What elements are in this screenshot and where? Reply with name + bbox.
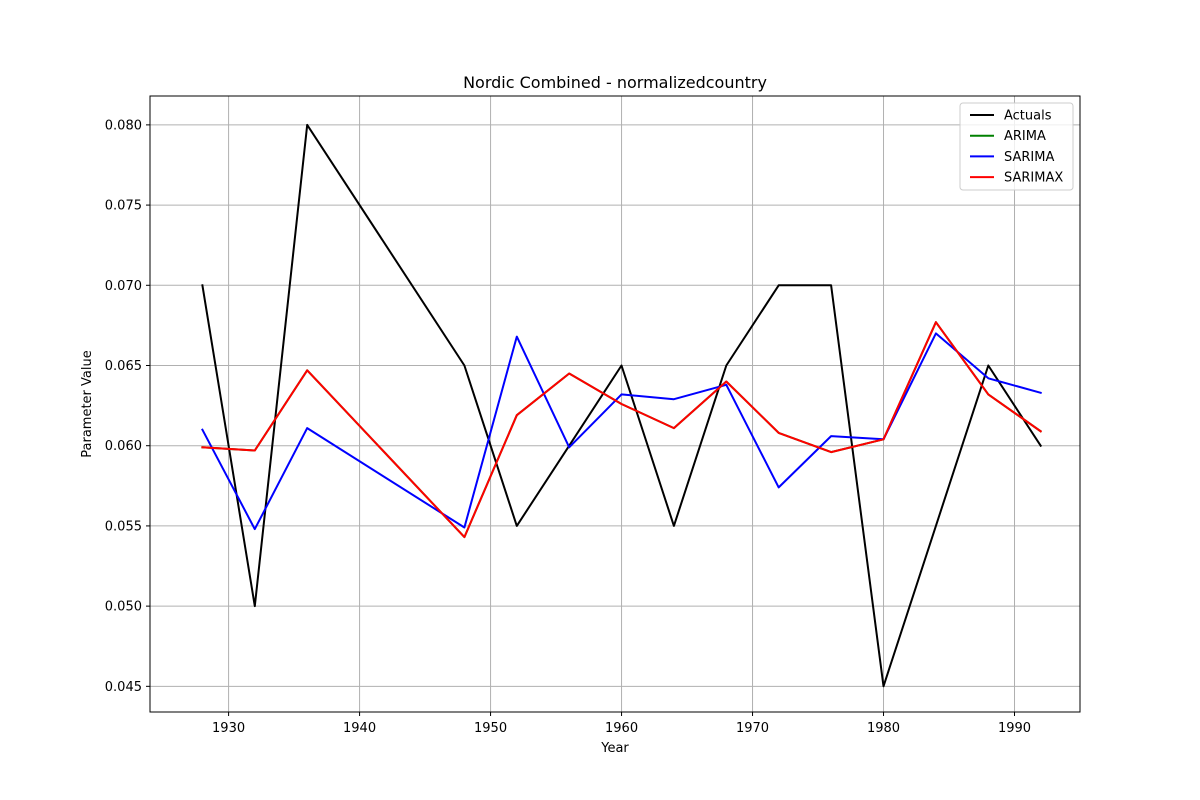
series-lines	[201, 123, 1043, 688]
y-tick-label: 0.050	[105, 600, 142, 615]
y-tick-label: 0.055	[105, 519, 142, 534]
chart-title: Nordic Combined - normalizedcountry	[463, 73, 767, 92]
legend-label-sarimax: SARIMAX	[1004, 171, 1063, 186]
y-tick-label: 0.075	[105, 199, 142, 214]
legend: Actuals ARIMA SARIMA SARIMAX	[959, 102, 1074, 191]
grid	[150, 96, 1080, 712]
y-tick-label: 0.045	[105, 680, 142, 695]
y-tick-label: 0.080	[105, 118, 142, 133]
x-tick-label: 1980	[867, 721, 900, 736]
y-tick-label: 0.070	[105, 279, 142, 294]
x-tick-label: 1940	[343, 721, 376, 736]
legend-label-actuals: Actuals	[1004, 109, 1052, 124]
x-tick-label: 1990	[998, 721, 1031, 736]
y-axis-label: Parameter Value	[80, 350, 95, 457]
x-tick-label: 1970	[736, 721, 769, 736]
series-line-sarima	[201, 332, 1042, 531]
plot-frame	[149, 95, 1081, 713]
y-tick-label: 0.065	[105, 359, 142, 374]
series-line-sarimax	[201, 321, 1043, 539]
legend-label-sarima: SARIMA	[1004, 150, 1054, 165]
x-axis-label: Year	[600, 741, 629, 756]
x-tick-label: 1930	[212, 721, 245, 736]
x-tick-label: 1950	[474, 721, 507, 736]
series-line-actuals	[201, 123, 1043, 688]
x-tick-label: 1960	[605, 721, 638, 736]
axis-ticks: 1930 1940 1950 1960 1970 1980 1990 0.045 0.050 0.…	[105, 118, 1031, 736]
legend-box	[959, 102, 1074, 191]
y-tick-label: 0.060	[105, 439, 142, 454]
legend-label-arima: ARIMA	[1004, 129, 1046, 144]
